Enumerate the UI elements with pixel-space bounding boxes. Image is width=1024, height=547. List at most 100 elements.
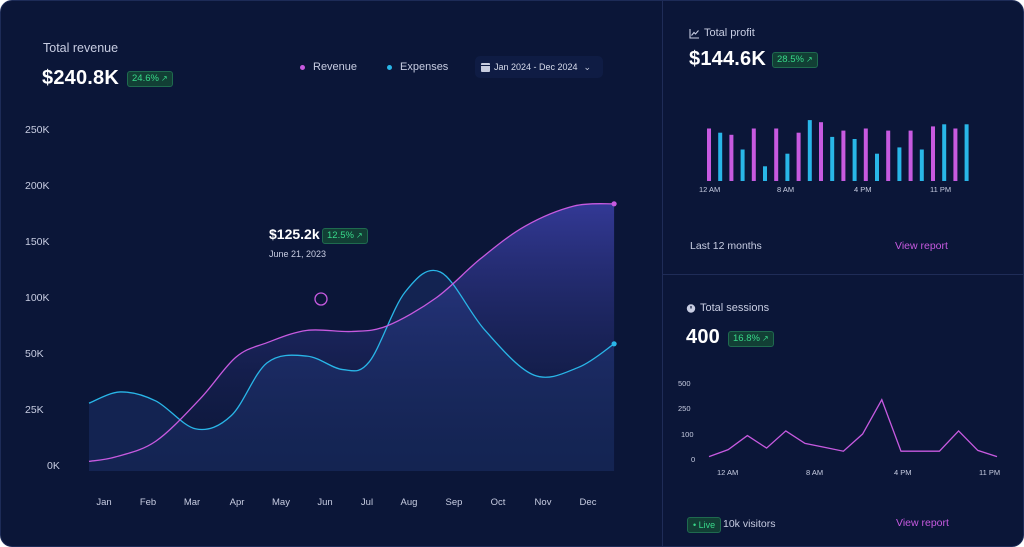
live-dot-icon: • bbox=[693, 520, 697, 530]
expenses-area bbox=[89, 270, 615, 471]
revenue-chart[interactable] bbox=[1, 1, 663, 547]
revenue-badge-text: 24.6% bbox=[132, 73, 159, 84]
date-range-label: Jan 2024 - Dec 2024 bbox=[494, 62, 578, 72]
revenue-end-dot bbox=[611, 201, 617, 207]
sessions-view-report-link[interactable]: View report bbox=[896, 517, 949, 529]
tooltip-value: $125.2k bbox=[269, 226, 320, 242]
sessions-title: Total sessions bbox=[700, 302, 770, 314]
profit-bar bbox=[964, 124, 969, 181]
profit-bar bbox=[751, 128, 756, 181]
y-tick-label: 0K bbox=[47, 460, 60, 472]
profit-bar bbox=[785, 153, 790, 181]
tooltip-badge: 12.5% ↗ bbox=[322, 228, 368, 244]
profit-bar bbox=[740, 149, 745, 181]
profit-x-tick: 11 PM bbox=[930, 185, 952, 194]
profit-bar bbox=[774, 128, 779, 181]
expenses-end-dot bbox=[611, 341, 617, 347]
arrow-up-right-icon: ↗ bbox=[805, 55, 813, 64]
expenses-dot-icon bbox=[387, 64, 392, 70]
x-tick-label: Jul bbox=[360, 497, 374, 508]
profit-bar bbox=[830, 136, 835, 181]
profit-bar bbox=[707, 128, 711, 181]
profit-bar bbox=[908, 130, 913, 181]
sessions-x-tick: 4 PM bbox=[894, 468, 912, 477]
profit-bar-chart bbox=[707, 120, 969, 181]
sessions-value: 400 bbox=[686, 326, 720, 348]
tooltip-date: June 21, 2023 bbox=[269, 249, 327, 259]
revenue-badge: 24.6% ↗ bbox=[127, 71, 173, 87]
profit-bar bbox=[852, 139, 857, 181]
y-tick-label: 250K bbox=[25, 124, 50, 136]
y-tick-label: 150K bbox=[25, 236, 50, 248]
x-tick-label: Mar bbox=[183, 497, 201, 508]
sessions-y-tick: 500 bbox=[678, 379, 691, 388]
profit-bar bbox=[919, 149, 924, 181]
tooltip-badge-text: 12.5% bbox=[327, 230, 354, 241]
profit-bar bbox=[718, 132, 723, 181]
profit-badge: 28.5% ↗ bbox=[772, 52, 818, 68]
profit-badge-text: 28.5% bbox=[777, 54, 804, 65]
stopwatch-icon bbox=[686, 304, 696, 313]
x-tick-label: Jun bbox=[317, 497, 333, 508]
profit-bar bbox=[875, 153, 879, 181]
arrow-up-right-icon: ↗ bbox=[761, 334, 769, 343]
y-tick-label: 200K bbox=[25, 180, 50, 192]
profit-bar bbox=[763, 166, 767, 181]
profit-bar bbox=[819, 122, 823, 181]
visitors-count: 10k visitors bbox=[723, 518, 776, 530]
revenue-area bbox=[89, 203, 615, 471]
calendar-icon bbox=[481, 62, 490, 72]
profit-period-label: Last 12 months bbox=[690, 240, 762, 252]
profit-value: $144.6K bbox=[689, 48, 767, 70]
live-label: Live bbox=[698, 520, 716, 530]
sessions-badge: 16.8% ↗ bbox=[728, 331, 774, 347]
profit-view-report-link[interactable]: View report bbox=[895, 240, 948, 252]
vertical-divider bbox=[662, 1, 663, 546]
legend-expenses-label: Expenses bbox=[400, 61, 449, 73]
tooltip-marker[interactable] bbox=[314, 292, 328, 306]
revenue-dot-icon bbox=[300, 64, 305, 70]
arrow-up-right-icon: ↗ bbox=[355, 231, 363, 240]
sessions-y-tick: 250 bbox=[678, 404, 691, 413]
sessions-x-tick: 11 PM bbox=[979, 468, 1001, 477]
sessions-line-chart bbox=[708, 398, 998, 458]
x-tick-label: Aug bbox=[400, 497, 418, 508]
trend-chart-icon bbox=[689, 29, 699, 39]
profit-x-tick: 8 AM bbox=[777, 185, 795, 194]
x-tick-label: Jan bbox=[96, 497, 112, 508]
y-tick-label: 50K bbox=[25, 348, 44, 360]
x-tick-label: Sep bbox=[445, 497, 463, 508]
profit-bar bbox=[841, 130, 846, 181]
x-tick-label: Nov bbox=[534, 497, 552, 508]
profit-bar bbox=[931, 126, 935, 181]
legend-revenue: Revenue bbox=[300, 61, 357, 73]
sessions-y-tick: 0 bbox=[691, 455, 696, 464]
x-tick-label: Dec bbox=[579, 497, 597, 508]
horizontal-divider bbox=[663, 274, 1023, 275]
x-tick-label: Oct bbox=[490, 497, 506, 508]
revenue-value: $240.8K bbox=[42, 67, 120, 89]
sessions-x-tick: 12 AM bbox=[717, 468, 739, 477]
live-badge: • Live bbox=[687, 517, 722, 533]
profit-x-tick: 12 AM bbox=[699, 185, 721, 194]
y-tick-label: 100K bbox=[25, 292, 50, 304]
sessions-x-tick: 8 AM bbox=[806, 468, 824, 477]
expenses-line bbox=[88, 269, 615, 431]
profit-bar bbox=[897, 147, 902, 181]
sessions-badge-text: 16.8% bbox=[733, 333, 760, 344]
profit-bar bbox=[807, 120, 812, 181]
revenue-title: Total revenue bbox=[43, 41, 119, 55]
profit-x-tick: 4 PM bbox=[854, 185, 872, 194]
arrow-up-right-icon: ↗ bbox=[160, 74, 168, 83]
sessions-y-tick: 100 bbox=[681, 430, 694, 439]
sessions-line bbox=[708, 398, 998, 458]
y-tick-label: 25K bbox=[25, 404, 44, 416]
profit-title: Total profit bbox=[704, 27, 755, 39]
profit-bar bbox=[796, 132, 801, 181]
profit-bar bbox=[886, 130, 891, 181]
date-range-select[interactable]: Jan 2024 - Dec 2024 ⌄ bbox=[475, 56, 603, 78]
profit-bar bbox=[942, 124, 947, 181]
profit-bar bbox=[953, 128, 958, 181]
revenue-line bbox=[88, 203, 615, 463]
